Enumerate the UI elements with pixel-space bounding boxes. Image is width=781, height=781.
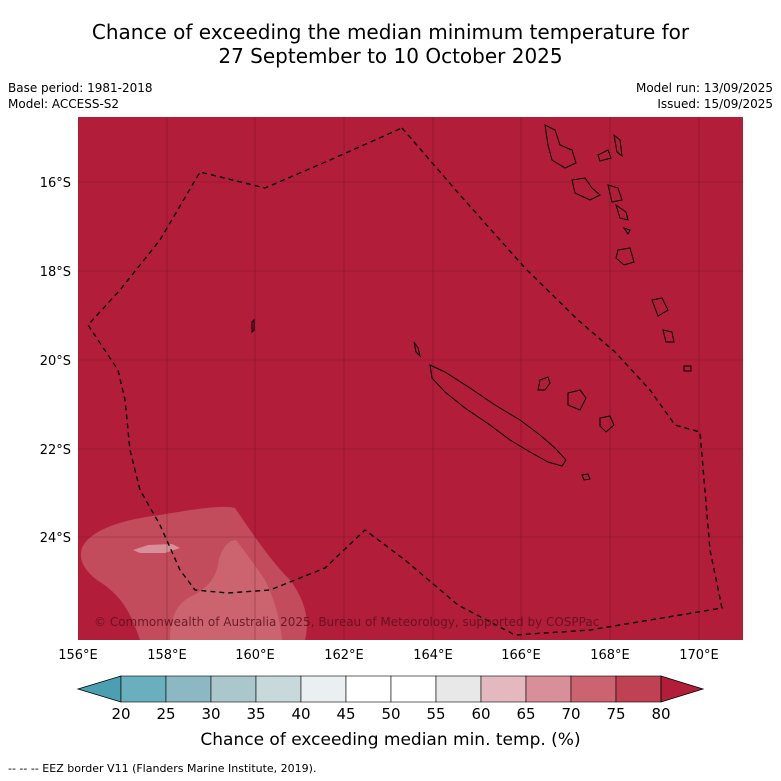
lon-label: 160°E	[235, 648, 275, 663]
probability-65-70-patch	[133, 544, 180, 553]
mare-island	[599, 415, 615, 433]
issued-date: Issued: 15/09/2025	[657, 97, 773, 111]
colorbar-segment	[525, 675, 572, 703]
colorbar-segment	[570, 675, 617, 703]
colorbar-tick-label: 35	[246, 705, 265, 723]
colorbar-high-extend	[660, 675, 705, 703]
lat-label: 16°S	[40, 176, 71, 191]
colorbar-low-extend	[76, 675, 122, 703]
colorbar-segment	[210, 675, 257, 703]
title-line-2: 27 September to 10 October 2025	[218, 44, 563, 68]
title-line-1: Chance of exceeding the median minimum t…	[91, 20, 690, 44]
colorbar-label: Chance of exceeding median min. temp. (%…	[200, 730, 581, 750]
longitude-labels: 156°E 158°E 160°E 162°E 164°E 166°E 168°…	[58, 648, 719, 663]
colorbar-tick-label: 40	[291, 705, 310, 723]
lon-label: 164°E	[413, 648, 453, 663]
colorbar-ticks: 20 25 30 35 40 45 50 55 60 65 70 75 80	[111, 705, 670, 723]
ouvea-island	[537, 376, 551, 391]
colorbar-segment	[300, 675, 347, 703]
vanuatu-islands	[544, 124, 692, 372]
gridlines	[78, 117, 743, 640]
copyright-text: © Commonwealth of Australia 2025, Bureau…	[94, 615, 599, 629]
new-caledonia-island	[429, 364, 567, 467]
lon-label: 162°E	[324, 648, 364, 663]
colorbar-segment	[120, 675, 167, 703]
lon-label: 158°E	[147, 648, 187, 663]
base-period: Base period: 1981-2018	[8, 81, 153, 95]
probability-65-70-region	[170, 540, 282, 640]
colorbar-tick-label: 45	[336, 705, 355, 723]
lat-label: 22°S	[40, 443, 71, 458]
lon-label: 166°E	[501, 648, 541, 663]
isle-of-pines	[581, 473, 591, 481]
lifou-island	[567, 389, 587, 411]
lon-label: 168°E	[590, 648, 630, 663]
colorbar-segment	[255, 675, 302, 703]
lat-label: 24°S	[40, 531, 71, 546]
colorbar-segment	[345, 675, 392, 703]
colorbar-segment	[435, 675, 482, 703]
colorbar-tick-label: 30	[201, 705, 220, 723]
eez-border	[87, 127, 723, 636]
colorbar	[76, 675, 705, 703]
colorbar-segment	[165, 675, 212, 703]
colorbar-tick-label: 20	[111, 705, 130, 723]
colorbar-tick-label: 70	[561, 705, 580, 723]
model-name: Model: ACCESS-S2	[8, 97, 120, 111]
lat-label: 18°S	[40, 265, 71, 280]
colorbar-tick-label: 80	[651, 705, 670, 723]
latitude-labels: 16°S 18°S 20°S 22°S 24°S	[40, 176, 71, 546]
lon-label: 156°E	[58, 648, 98, 663]
lat-label: 20°S	[40, 354, 71, 369]
belep-islands	[413, 341, 421, 358]
colorbar-tick-label: 60	[471, 705, 490, 723]
colorbar-tick-label: 50	[381, 705, 400, 723]
colorbar-segment	[480, 675, 527, 703]
lon-label: 170°E	[679, 648, 719, 663]
eez-note: -- -- -- EEZ border V11 (Flanders Marine…	[8, 762, 317, 775]
colorbar-segment	[615, 675, 662, 703]
colorbar-tick-label: 55	[426, 705, 445, 723]
colorbar-tick-label: 25	[156, 705, 175, 723]
model-run: Model run: 13/09/2025	[635, 81, 773, 95]
colorbar-tick-label: 75	[606, 705, 625, 723]
chesterfield-islands	[251, 318, 255, 334]
colorbar-tick-label: 65	[516, 705, 535, 723]
colorbar-segment	[390, 675, 437, 703]
